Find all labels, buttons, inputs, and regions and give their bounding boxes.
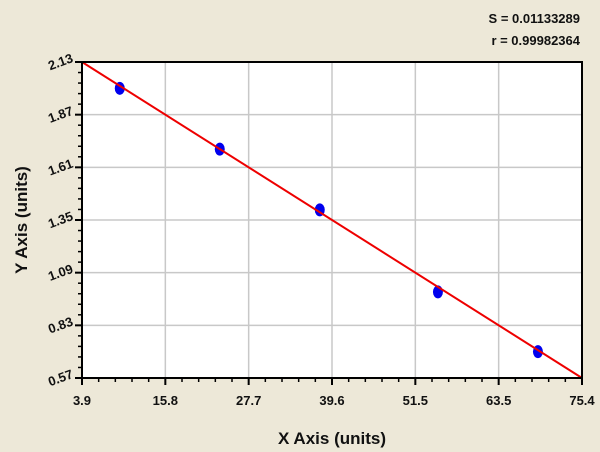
plot-frame	[81, 61, 583, 379]
y-tick-label: 1.09	[46, 261, 75, 284]
x-tick-label: 51.5	[403, 393, 428, 408]
y-tick-label: 1.87	[46, 103, 75, 126]
x-tick-label: 75.4	[569, 393, 595, 408]
r-statistic: r = 0.99982364	[491, 33, 580, 48]
y-axis-label: Y Axis (units)	[12, 166, 31, 274]
x-tick-label: 27.7	[236, 393, 261, 408]
s-statistic: S = 0.01133289	[488, 11, 580, 26]
y-tick-label: 0.57	[46, 366, 75, 389]
y-tick-label: 0.83	[46, 314, 75, 337]
y-tick-label: 2.13	[46, 50, 75, 73]
x-tick-label: 3.9	[73, 393, 91, 408]
x-tick-label: 15.8	[153, 393, 178, 408]
y-tick-label: 1.35	[46, 208, 75, 231]
x-tick-label: 39.6	[319, 393, 344, 408]
x-axis-label: X Axis (units)	[278, 429, 386, 448]
y-tick-label: 1.61	[46, 156, 75, 179]
fit-line	[81, 61, 583, 379]
x-tick-label: 63.5	[486, 393, 511, 408]
